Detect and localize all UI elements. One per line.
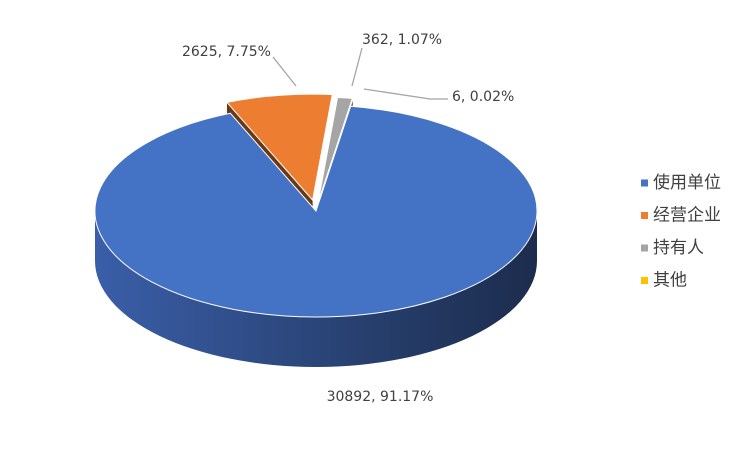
pie-slice <box>226 93 333 202</box>
legend-swatch <box>641 277 648 284</box>
slice-side <box>95 211 537 367</box>
data-label: 362, 1.07% <box>362 32 442 48</box>
leader-line <box>272 56 297 87</box>
legend-label: 其他 <box>653 271 687 291</box>
data-label: 2625, 7.75% <box>182 44 271 60</box>
legend-label: 使用单位 <box>653 172 721 193</box>
data-label: 6, 0.02% <box>452 89 514 105</box>
legend-label: 持有人 <box>653 238 704 258</box>
legend-label: 经营企业 <box>653 206 721 226</box>
pie-slice <box>94 105 538 318</box>
legend-swatch <box>641 212 648 219</box>
pie-tops <box>94 93 538 318</box>
leader-line <box>363 88 448 100</box>
leader-line <box>351 47 363 87</box>
data-label: 30892, 91.17% <box>327 389 434 405</box>
pie-slice <box>317 96 353 204</box>
pie-slice <box>318 97 354 204</box>
data-labels: 30892, 91.17% 2625, 7.75% 362, 1.07% 6, 0.0… <box>182 32 514 405</box>
legend-swatch <box>641 179 648 187</box>
legend-swatch <box>641 244 648 252</box>
